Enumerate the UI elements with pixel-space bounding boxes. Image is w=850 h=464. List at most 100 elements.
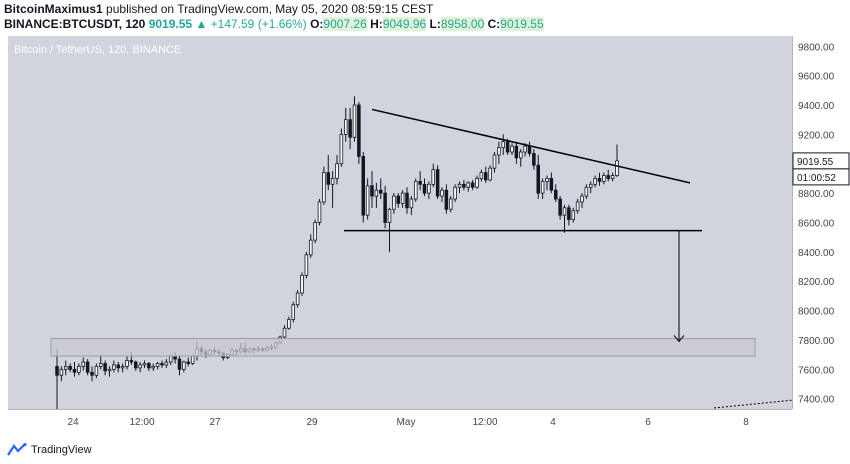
candle-body[interactable] [444, 189, 449, 210]
candle-body[interactable] [536, 164, 541, 194]
candle-body[interactable] [365, 185, 370, 216]
candle-body[interactable] [138, 364, 142, 369]
candle-body[interactable] [125, 360, 129, 367]
candle-body[interactable] [523, 145, 527, 153]
candle-body[interactable] [514, 145, 519, 159]
candle-body[interactable] [164, 361, 169, 366]
candle-body[interactable] [440, 189, 444, 197]
candle-body[interactable] [558, 198, 562, 216]
candle-body[interactable] [304, 254, 309, 276]
candle-body[interactable] [177, 358, 182, 370]
candle-body[interactable] [335, 163, 339, 179]
candle-body[interactable] [510, 145, 514, 153]
candle-body[interactable] [357, 104, 361, 157]
candle-body[interactable] [151, 366, 156, 369]
author-name[interactable]: BitcoinMaximus1 [4, 2, 103, 16]
candle-body[interactable] [575, 201, 580, 212]
candle-body[interactable] [606, 175, 611, 179]
candle-body[interactable] [129, 360, 134, 363]
candle-body[interactable] [562, 207, 567, 216]
candle-body[interactable] [475, 178, 479, 188]
candle-body[interactable] [532, 153, 536, 166]
candle-body[interactable] [584, 186, 589, 197]
candle-body[interactable] [409, 198, 414, 209]
descending-trendline[interactable] [371, 108, 691, 184]
candle-body[interactable] [308, 239, 313, 256]
candle-body[interactable] [497, 147, 501, 156]
candle-body[interactable] [147, 363, 151, 369]
candle-body[interactable] [448, 198, 453, 210]
candle-body[interactable] [322, 172, 326, 203]
candle-body[interactable] [453, 186, 457, 200]
candle-body[interactable] [63, 366, 68, 370]
candle-body[interactable] [545, 178, 549, 182]
candle-body[interactable] [427, 183, 431, 194]
candle-body[interactable] [107, 368, 112, 372]
candle-body[interactable] [597, 178, 602, 182]
candle-body[interactable] [580, 195, 584, 203]
candle-body[interactable] [348, 119, 352, 138]
candle-body[interactable] [470, 182, 475, 188]
candle-body[interactable] [549, 178, 554, 191]
candle-body[interactable] [90, 371, 94, 376]
candle-body[interactable] [326, 172, 331, 185]
candle-body[interactable] [501, 141, 506, 149]
candle-body[interactable] [374, 189, 379, 197]
candlestick-chart[interactable]: Bitcoin / TetherUS, 120, BINANCE 9800.00 9… [0, 33, 850, 439]
candle-body[interactable] [527, 145, 532, 154]
candle-body[interactable] [287, 319, 291, 329]
candle-body[interactable] [186, 361, 191, 364]
candle-body[interactable] [431, 169, 436, 185]
candle-body[interactable] [343, 119, 348, 135]
candle-body[interactable] [505, 141, 510, 153]
candle-body[interactable] [396, 195, 401, 204]
candle-body[interactable] [483, 172, 488, 181]
candle-body[interactable] [593, 178, 597, 185]
candle-body[interactable] [588, 183, 593, 188]
symbol-label[interactable]: BINANCE:BTCUSDT, 120 [4, 17, 146, 31]
candle-body[interactable] [59, 368, 64, 376]
candle-body[interactable] [190, 355, 195, 364]
candle-body[interactable] [85, 361, 90, 373]
candle-body[interactable] [571, 210, 576, 220]
candle-body[interactable] [413, 180, 418, 200]
candle-body[interactable] [133, 361, 138, 369]
candle-body[interactable] [615, 160, 619, 176]
candle-body[interactable] [291, 304, 296, 320]
candle-body[interactable] [317, 201, 322, 223]
candle-body[interactable] [462, 183, 466, 188]
candle-body[interactable] [282, 327, 287, 338]
candle-body[interactable] [77, 366, 81, 373]
candle-body[interactable] [567, 207, 571, 220]
candle-body[interactable] [400, 192, 405, 204]
candle-body[interactable] [610, 175, 615, 179]
candle-body[interactable] [378, 189, 383, 194]
candle-body[interactable] [392, 195, 396, 210]
candle-body[interactable] [370, 185, 374, 197]
candle-body[interactable] [383, 192, 387, 223]
candle-body[interactable] [116, 364, 121, 369]
candle-body[interactable] [182, 361, 186, 370]
candle-body[interactable] [435, 169, 440, 197]
candle-body[interactable] [142, 363, 147, 366]
candle-body[interactable] [68, 366, 72, 370]
candle-body[interactable] [540, 180, 545, 194]
candle-body[interactable] [361, 156, 366, 216]
candle-body[interactable] [155, 363, 160, 367]
candle-body[interactable] [120, 366, 125, 369]
candle-body[interactable] [602, 175, 606, 182]
candle-body[interactable] [81, 361, 86, 367]
candle-body[interactable] [387, 208, 392, 223]
candle-body[interactable] [352, 104, 357, 138]
candle-body[interactable] [168, 355, 173, 363]
candle-body[interactable] [466, 182, 471, 188]
candle-body[interactable] [457, 183, 462, 188]
candle-body[interactable] [422, 183, 427, 194]
candle-body[interactable] [492, 154, 497, 169]
candle-body[interactable] [330, 178, 335, 185]
candle-body[interactable] [98, 363, 103, 367]
candle-body[interactable] [160, 363, 164, 366]
candle-body[interactable] [94, 366, 99, 376]
candle-body[interactable] [479, 172, 484, 179]
tradingview-logo[interactable]: TradingView [7, 443, 92, 457]
